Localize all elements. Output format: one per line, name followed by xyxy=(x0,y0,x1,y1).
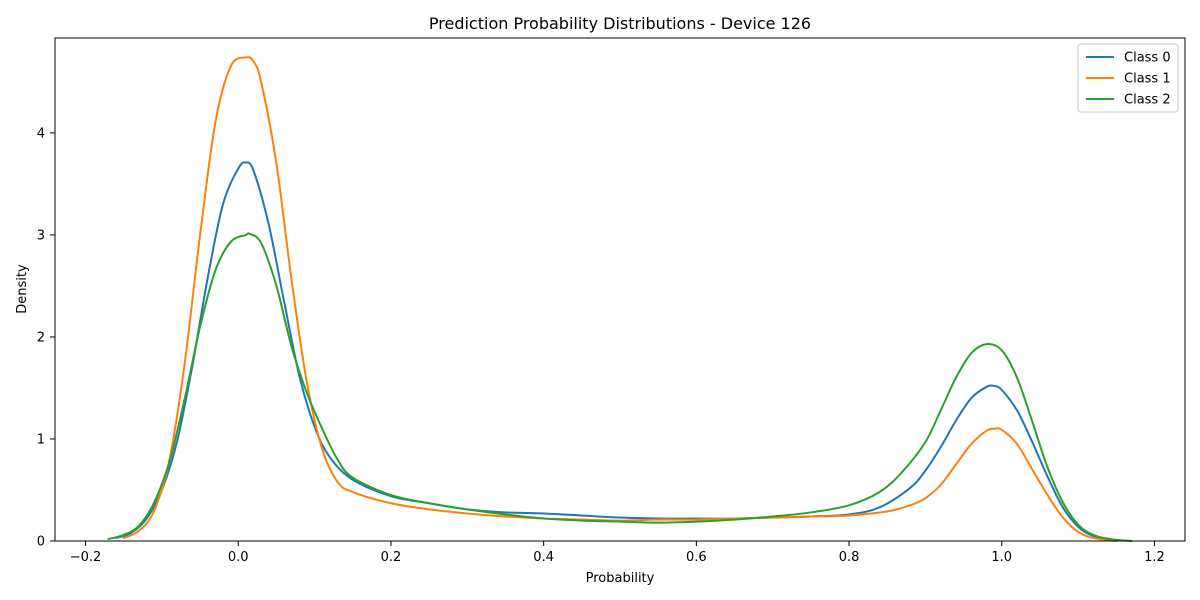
legend: Class 0 Class 1 Class 2 xyxy=(1077,43,1179,113)
legend-label-class-0: Class 0 xyxy=(1124,51,1171,66)
series-line-class-2 xyxy=(107,232,1133,542)
axes: −0.2 0.0 0.2 0.4 0.6 0.8 1.0 1.2 0 1 2 3 4 xyxy=(37,37,1186,565)
plot-area xyxy=(107,56,1133,542)
x-tick-label: −0.2 xyxy=(70,550,102,565)
x-axis-title: Probability xyxy=(586,571,655,586)
y-tick-label: 1 xyxy=(37,432,45,447)
y-tick-label: 3 xyxy=(37,228,45,243)
legend-label-class-1: Class 1 xyxy=(1124,72,1171,87)
series-line-class-0 xyxy=(115,161,1118,541)
chart-title: Prediction Probability Distributions - D… xyxy=(429,14,811,33)
x-tick-label: 0.6 xyxy=(686,550,707,565)
legend-box xyxy=(1077,43,1179,113)
x-tick-label: 0.4 xyxy=(533,550,554,565)
y-tick-label: 0 xyxy=(37,535,45,550)
x-tick-label: 1.0 xyxy=(991,550,1012,565)
legend-label-class-2: Class 2 xyxy=(1124,93,1171,108)
y-tick-label: 2 xyxy=(37,330,45,345)
y-tick-label: 4 xyxy=(37,126,45,141)
axes-frame xyxy=(54,37,1186,542)
x-tick-label: 0.2 xyxy=(381,550,402,565)
x-tick-label: 0.0 xyxy=(228,550,249,565)
y-axis-title: Density xyxy=(15,264,30,314)
x-tick-label: 1.2 xyxy=(1144,550,1165,565)
x-tick-label: 0.8 xyxy=(839,550,860,565)
